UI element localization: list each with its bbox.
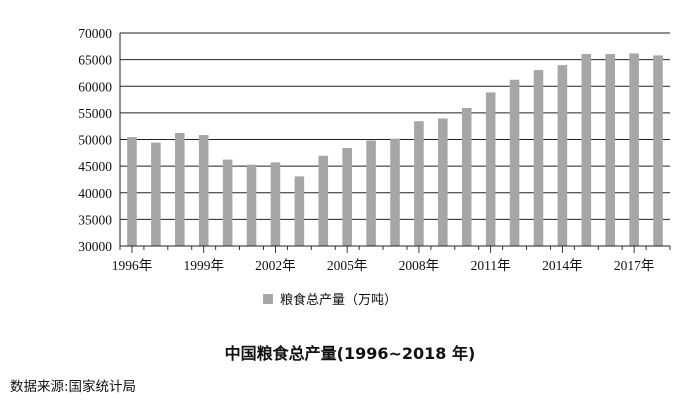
bar	[605, 54, 615, 246]
legend-swatch	[263, 294, 273, 304]
y-tick-label: 40000	[78, 186, 112, 201]
bar	[198, 135, 209, 246]
y-tick-label: 65000	[78, 53, 112, 68]
bar	[438, 118, 448, 246]
bar	[246, 164, 257, 246]
x-tick-labels: 1996年 1999年 2002年 2005年 2008年 2011年 2014年 2017年	[112, 258, 655, 273]
bar	[414, 121, 424, 246]
x-tick-label: 1999年	[183, 258, 224, 273]
bar	[151, 142, 161, 246]
bar	[509, 79, 520, 247]
y-tick-labels: 30000 35000 40000 45000 50000 55000 60000 65000…	[78, 26, 112, 254]
bar	[557, 65, 568, 246]
x-tick-label: 2014年	[542, 258, 583, 273]
y-tick-label: 30000	[78, 239, 112, 254]
y-tick-label: 50000	[78, 133, 112, 148]
bar	[127, 137, 137, 246]
source-note: 数据来源:国家统计局	[10, 379, 137, 395]
bar-chart: 30000 35000 40000 45000 50000 55000 60000 65000…	[78, 26, 671, 308]
x-tick-label: 1996年	[112, 258, 153, 273]
bar	[653, 55, 663, 246]
legend: 粮食总产量（万吨）	[263, 292, 397, 308]
bar	[629, 53, 639, 246]
bar	[461, 108, 472, 247]
legend-label: 粮食总产量（万吨）	[280, 292, 397, 308]
chart-title: 中国粮食总产量(1996~2018 年)	[224, 344, 476, 363]
bar	[222, 159, 233, 246]
bar	[270, 162, 281, 246]
y-tick-label: 60000	[78, 79, 112, 94]
x-tick-label: 2005年	[327, 258, 368, 273]
bar	[485, 92, 496, 246]
bar	[175, 132, 185, 246]
bar	[366, 140, 376, 246]
x-tick-label: 2008年	[399, 258, 440, 273]
bar	[533, 70, 544, 247]
x-tick-label: 2002年	[255, 258, 296, 273]
bars	[127, 53, 663, 247]
y-tick-label: 70000	[78, 26, 112, 41]
x-tick-label: 2017年	[614, 258, 655, 273]
bar	[342, 148, 352, 246]
bar	[318, 155, 329, 246]
bar	[390, 138, 400, 246]
y-tick-label: 45000	[78, 159, 112, 174]
axes	[119, 33, 671, 253]
bar	[294, 176, 305, 246]
bar	[581, 53, 592, 247]
y-tick-label: 55000	[78, 106, 112, 121]
x-tick-label: 2011年	[471, 258, 511, 273]
y-tick-label: 35000	[78, 212, 112, 227]
